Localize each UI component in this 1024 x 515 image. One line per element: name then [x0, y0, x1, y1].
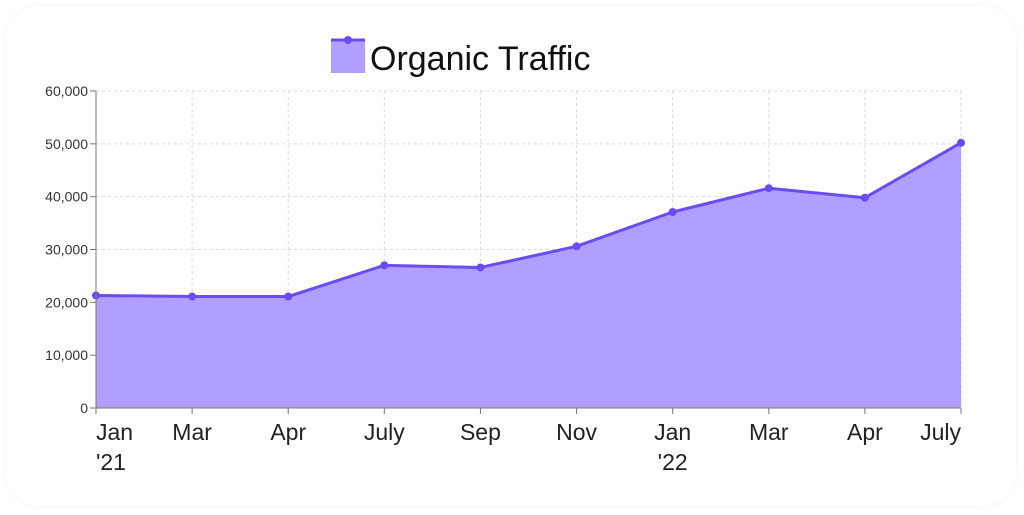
- data-point: [188, 292, 197, 301]
- data-point: [476, 263, 485, 272]
- data-points: [92, 138, 965, 301]
- x-tick-label: Sep: [460, 419, 501, 445]
- legend-swatch-marker: [344, 36, 352, 44]
- x-tick-label: '22: [658, 449, 688, 475]
- y-tick-label: 40,000: [45, 189, 88, 205]
- data-point: [380, 261, 389, 270]
- data-point: [572, 242, 581, 251]
- y-tick-label: 10,000: [45, 347, 88, 363]
- x-tick-label: Nov: [556, 419, 597, 445]
- series-line-organic-traffic: [95, 141, 962, 299]
- x-tick-label: July: [364, 419, 405, 445]
- data-point: [860, 193, 869, 202]
- y-tick-label: 60,000: [45, 83, 88, 99]
- x-tick-label: July: [920, 419, 961, 445]
- x-tick-label: Apr: [847, 419, 883, 445]
- series-area-organic-traffic: [96, 142, 961, 408]
- y-tick-label: 0: [80, 400, 88, 416]
- data-point: [957, 138, 965, 147]
- legend: Organic Traffic: [331, 36, 590, 78]
- x-axis-ticks: Jan '21 Mar Apr July Sep Nov Jan '22 Mar Apr July: [95, 408, 962, 475]
- y-tick-label: 20,000: [45, 294, 88, 310]
- data-point: [668, 207, 677, 216]
- data-point: [764, 184, 773, 193]
- x-tick-label: '21: [96, 449, 126, 475]
- legend-label: Organic Traffic: [370, 40, 590, 78]
- y-axis-ticks: 0 10,000 20,000 30,000 40,000 50,000 60,000: [45, 83, 96, 416]
- x-tick-label: Mar: [172, 419, 212, 445]
- data-point: [284, 292, 293, 301]
- y-tick-label: 50,000: [45, 136, 88, 152]
- x-tick-label: Jan: [654, 419, 691, 445]
- legend-swatch: [331, 40, 365, 73]
- x-tick-label: Jan: [96, 419, 133, 445]
- y-tick-label: 30,000: [45, 242, 88, 258]
- x-tick-label: Mar: [749, 419, 789, 445]
- x-tick-label: Apr: [270, 419, 306, 445]
